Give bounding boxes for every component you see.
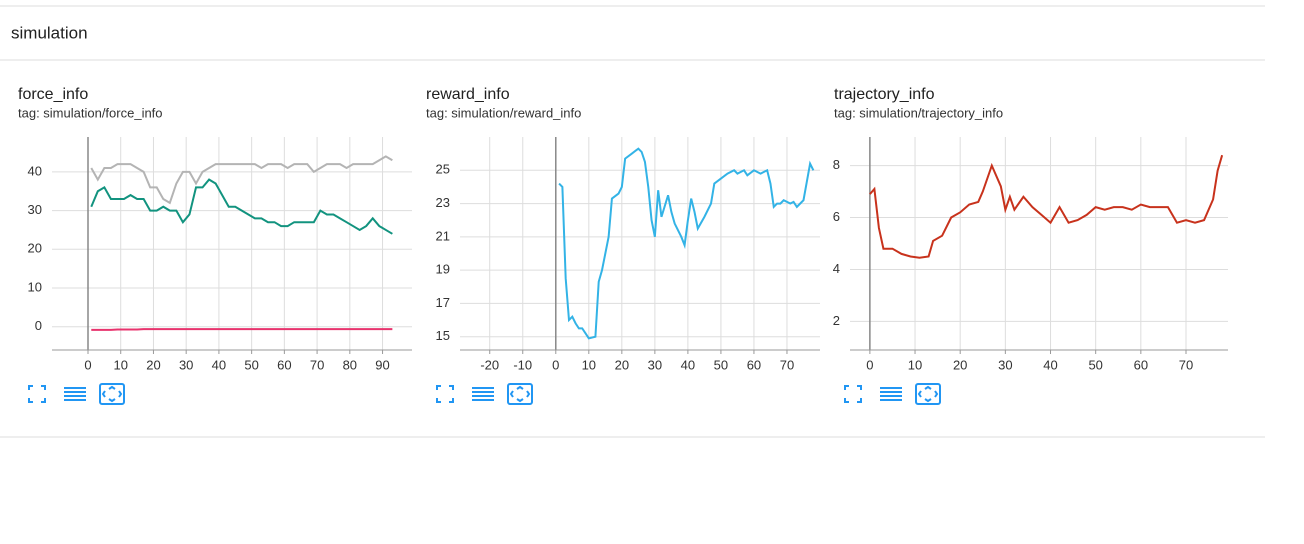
toolbar [844,383,941,405]
icon-glyph [844,385,862,403]
x-tick-label: 50 [244,357,258,372]
x-tick-label: 10 [908,357,922,372]
fullscreen-button[interactable] [844,385,862,403]
chart-title: reward_info [426,86,510,103]
series-line [91,328,393,331]
y-tick-label: 19 [436,262,450,277]
y-tick-label: 20 [28,241,42,256]
x-tick-label: 40 [1043,357,1057,372]
x-tick-label: 70 [1179,357,1193,372]
x-tick-label: 50 [714,357,728,372]
y-tick-label: 17 [436,295,450,310]
x-tick-label: 50 [1088,357,1102,372]
y-tick-label: 6 [833,209,840,224]
y-tick-label: 40 [28,163,42,178]
icon-glyph [436,385,454,403]
fit-button[interactable] [915,383,941,405]
fullscreen-button[interactable] [436,385,454,403]
chart-subtitle: tag: simulation/trajectory_info [834,105,1003,120]
icon-glyph [880,387,902,401]
x-tick-label: 10 [113,357,127,372]
icon-glyph [472,387,494,401]
x-tick-label: -20 [480,357,499,372]
section-title: simulation [11,23,88,42]
chart-subtitle: tag: simulation/force_info [18,105,163,120]
icon-glyph [28,385,46,403]
x-tick-label: 30 [648,357,662,372]
y-tick-label: 10 [28,279,42,294]
y-tick-label: 25 [436,162,450,177]
toolbar [436,383,533,405]
icon-glyph [917,385,939,403]
x-tick-label: 20 [615,357,629,372]
y-tick-label: 21 [436,228,450,243]
icon-frame [507,383,533,405]
fit-button[interactable] [99,383,125,405]
icon-frame [915,383,941,405]
legend-button[interactable] [880,387,902,401]
x-tick-label: 90 [375,357,389,372]
y-tick-label: 8 [833,157,840,172]
fit-button[interactable] [507,383,533,405]
x-tick-label: 60 [277,357,291,372]
x-tick-label: -10 [513,357,532,372]
legend-button[interactable] [472,387,494,401]
x-tick-label: 20 [953,357,967,372]
chart-title: trajectory_info [834,86,935,103]
icon-glyph [509,385,531,403]
x-tick-label: 20 [146,357,160,372]
x-tick-label: 0 [866,357,873,372]
series-line [90,155,393,205]
chart-title: force_info [18,86,88,103]
x-tick-label: 0 [552,357,559,372]
x-tick-label: 40 [212,357,226,372]
y-tick-label: 2 [833,313,840,328]
y-tick-label: 23 [436,195,450,210]
y-tick-label: 15 [436,328,450,343]
fullscreen-button[interactable] [28,385,46,403]
x-tick-label: 40 [681,357,695,372]
x-tick-label: 0 [84,357,91,372]
icon-glyph [64,387,86,401]
series-line [869,154,1224,259]
x-tick-label: 30 [179,357,193,372]
x-tick-label: 70 [780,357,794,372]
series-line [558,147,815,340]
x-tick-label: 80 [343,357,357,372]
series-line [90,178,393,235]
y-tick-label: 0 [35,318,42,333]
y-tick-label: 30 [28,202,42,217]
toolbar [28,383,125,405]
y-tick-label: 4 [833,261,840,276]
icon-frame [99,383,125,405]
x-tick-label: 60 [747,357,761,372]
x-tick-label: 70 [310,357,324,372]
icon-glyph [101,385,123,403]
x-tick-label: 10 [582,357,596,372]
x-tick-label: 60 [1134,357,1148,372]
x-tick-label: 30 [998,357,1012,372]
legend-button[interactable] [64,387,86,401]
chart-subtitle: tag: simulation/reward_info [426,105,581,120]
